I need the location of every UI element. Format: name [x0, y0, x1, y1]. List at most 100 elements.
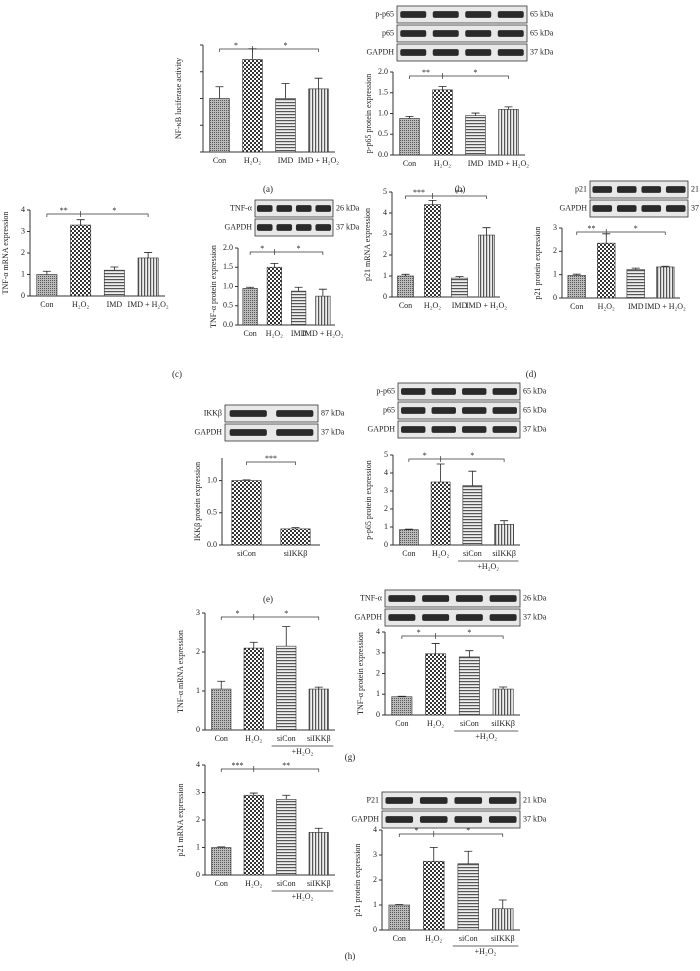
x-tick-label: Con: [213, 156, 226, 165]
error-bar: [314, 827, 323, 833]
y-tick-label: 2: [553, 246, 557, 255]
y-tick-label: 3: [196, 787, 200, 796]
blot-band: [422, 595, 450, 602]
significance-label: *: [297, 244, 301, 253]
y-tick-label: 0.0: [223, 320, 233, 329]
x-tick-label: IMD + H₂O₂: [302, 329, 343, 338]
y-axis-label: TNF-α mRNA expression: [176, 630, 185, 713]
error-bar: [144, 252, 153, 258]
y-tick-label: 1.5: [378, 88, 388, 97]
error-bar: [498, 899, 507, 909]
y-tick-label: 4: [384, 468, 388, 477]
error-bar: [401, 273, 410, 276]
y-tick-label: 2.0: [223, 243, 233, 252]
significance-label: *: [417, 628, 421, 637]
bar: [388, 904, 410, 931]
blot-band: [401, 426, 426, 433]
blot-band: [385, 797, 414, 804]
error-bar: [314, 686, 323, 690]
significance-label: *: [634, 224, 638, 233]
blot-frame: [384, 589, 521, 608]
panel-caption: (g): [345, 752, 356, 762]
x-tick-label: siCon: [277, 734, 296, 743]
x-tick-label: H₂O₂: [425, 934, 442, 943]
blot-band: [492, 388, 517, 395]
x-tick-label: siCon: [459, 934, 478, 943]
blot-band: [454, 816, 483, 823]
y-axis-label: p-p65 protein expression: [364, 460, 373, 540]
y-tick-label: 0: [21, 291, 25, 300]
blot-band: [385, 816, 414, 823]
blot-kda: 37 kDa: [530, 47, 554, 56]
y-tick-label: 3: [383, 229, 387, 238]
significance-label: *: [474, 68, 478, 77]
error-bar: [282, 794, 291, 800]
y-tick-label: 1: [383, 271, 387, 280]
y-tick-label: 0.5: [378, 129, 388, 138]
y-tick-label: 2: [373, 875, 377, 884]
x-tick-label: Con: [243, 329, 256, 338]
bar: [423, 860, 445, 931]
y-tick-label: 0: [376, 710, 380, 719]
x-tick-label: IMD + H₂O₂: [128, 300, 169, 309]
x-tick-label: siCon: [460, 719, 479, 728]
significance-bracket: [398, 833, 504, 837]
significance-bracket: [409, 75, 509, 79]
group-label: +H₂O₂: [477, 562, 499, 571]
error-bar: [455, 276, 464, 279]
blot-kda: 65 kDa: [530, 28, 554, 37]
y-axis-label: p21 protein expression: [353, 844, 362, 917]
error-bar: [282, 626, 291, 647]
error-bar: [249, 641, 258, 649]
y-tick-label: 1: [196, 686, 200, 695]
blot-label: p-p65: [376, 386, 395, 395]
y-tick-label: 2: [196, 815, 200, 824]
x-tick-label: IMD: [107, 300, 123, 309]
blot-band: [400, 49, 427, 56]
blot-band: [489, 595, 517, 602]
y-tick-label: 0.5: [223, 301, 233, 310]
significance-label: **: [588, 224, 596, 233]
blot-label: GAPDH: [351, 814, 379, 823]
x-tick-label: Con: [215, 879, 228, 888]
blot-band: [401, 388, 426, 395]
blot-band: [276, 205, 293, 212]
blot-frame: [396, 5, 528, 24]
y-tick-label: 0.0: [378, 150, 388, 159]
x-tick-label: Con: [395, 719, 408, 728]
y-tick-label: 2: [383, 250, 387, 259]
blot-kda: 87 kDa: [321, 408, 345, 417]
y-tick-label: 1: [384, 522, 388, 531]
bar: [308, 688, 329, 731]
blot-band: [229, 429, 267, 436]
error-bar: [429, 847, 438, 862]
error-bar: [602, 233, 611, 244]
x-tick-label: Con: [393, 934, 406, 943]
blot-kda: 37 kDa: [336, 222, 360, 231]
x-tick-label: Con: [399, 301, 412, 310]
error-bar: [504, 106, 513, 110]
y-tick-label: 2: [21, 248, 25, 257]
significance-bracket: [246, 461, 296, 465]
bar: [597, 242, 616, 299]
significance-label: ***: [232, 761, 244, 770]
blot-label: p65: [383, 405, 395, 414]
blot-band: [388, 614, 416, 621]
panel-caption: (h): [345, 951, 356, 961]
blot-kda: 37 kDa: [691, 203, 700, 212]
blot-kda: 26 kDa: [336, 203, 360, 212]
blot-label: GAPDH: [354, 612, 382, 621]
error-bar: [281, 83, 290, 99]
blot-frame: [224, 404, 319, 423]
blot-band: [256, 224, 273, 231]
x-tick-label: IMD + H₂O₂: [645, 302, 686, 311]
error-bar: [631, 267, 640, 270]
blot-kda: 65 kDa: [523, 405, 547, 414]
blot-band: [492, 426, 517, 433]
y-axis-label: p-p65 protein expression: [364, 74, 373, 154]
y-tick-label: 4: [376, 627, 380, 636]
significance-label: **: [282, 761, 290, 770]
x-tick-label: H₂O₂: [72, 300, 89, 309]
x-tick-label: siCon: [237, 549, 256, 558]
